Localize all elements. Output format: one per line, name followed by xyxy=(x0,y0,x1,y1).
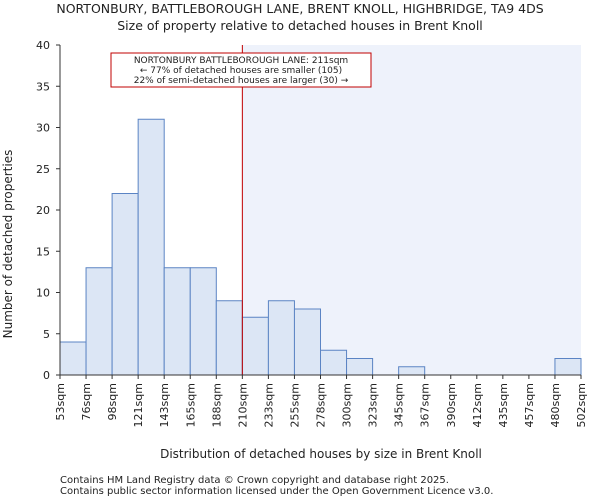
y-tick-label: 5 xyxy=(43,328,50,341)
x-tick-label: 233sqm xyxy=(262,383,275,427)
x-tick-label: 323sqm xyxy=(367,383,380,427)
bar-345sqm xyxy=(398,366,426,376)
footer-line-2: Contains public sector information licen… xyxy=(60,486,493,497)
x-tick-label: 165sqm xyxy=(184,383,197,427)
x-tick-label: 412sqm xyxy=(471,383,484,427)
annotation-smaller: ← 77% of detached houses are smaller (10… xyxy=(140,66,342,76)
bar-300sqm xyxy=(346,358,374,376)
x-tick-label: 480sqm xyxy=(549,383,562,427)
y-tick-label: 25 xyxy=(36,163,50,176)
x-tick-label: 435sqm xyxy=(497,383,510,427)
x-tick-label: 98sqm xyxy=(106,383,119,420)
bar-143sqm xyxy=(163,267,191,376)
bar-98sqm xyxy=(111,193,139,376)
x-tick-label: 76sqm xyxy=(80,383,93,420)
bar-278sqm xyxy=(320,349,348,376)
bar-121sqm xyxy=(137,118,165,376)
bar-188sqm xyxy=(215,300,243,376)
annotation-rect xyxy=(110,52,372,88)
y-tick-label: 10 xyxy=(36,287,50,300)
x-tick-label: 502sqm xyxy=(575,383,588,427)
y-tick-label: 30 xyxy=(36,122,50,135)
bar-76sqm xyxy=(85,267,113,376)
x-tick-label: 278sqm xyxy=(315,383,328,427)
x-axis-label: Distribution of detached houses by size … xyxy=(160,447,482,461)
y-tick-label: 40 xyxy=(36,39,50,52)
bar-53sqm xyxy=(59,341,87,376)
bar-480sqm xyxy=(554,358,582,376)
bar-210sqm xyxy=(241,316,269,376)
bar-255sqm xyxy=(293,308,322,376)
x-tick-label: 367sqm xyxy=(419,383,432,427)
x-tick-label: 345sqm xyxy=(393,383,406,427)
chart-subtitle: Size of property relative to detached ho… xyxy=(117,18,483,33)
x-tick-label: 457sqm xyxy=(523,383,536,427)
annotation-title: NORTONBURY BATTLEBOROUGH LANE: 211sqm xyxy=(134,56,348,66)
y-tick-label: 15 xyxy=(36,245,50,258)
x-tick-label: 210sqm xyxy=(236,383,249,427)
annotation-larger: 22% of semi-detached houses are larger (… xyxy=(134,76,349,86)
x-tick-label: 53sqm xyxy=(54,383,67,420)
chart-title: NORTONBURY, BATTLEBOROUGH LANE, BRENT KN… xyxy=(56,1,543,16)
x-tick-label: 143sqm xyxy=(158,383,171,427)
y-tick-label: 35 xyxy=(36,80,50,93)
bar-165sqm xyxy=(189,267,217,376)
x-tick-label: 300sqm xyxy=(341,383,354,427)
x-tick-label: 390sqm xyxy=(445,383,458,427)
footer-line-1: Contains HM Land Registry data © Crown c… xyxy=(60,475,449,486)
y-tick-label: 0 xyxy=(43,369,50,382)
y-tick-label: 20 xyxy=(36,204,50,217)
y-axis-label: Number of detached properties xyxy=(1,150,15,339)
bar-233sqm xyxy=(267,300,295,376)
x-tick-label: 188sqm xyxy=(210,383,223,427)
x-tick-label: 255sqm xyxy=(288,383,301,427)
annotation-box: NORTONBURY BATTLEBOROUGH LANE: 211sqm ← … xyxy=(110,52,372,88)
x-tick-label: 121sqm xyxy=(132,383,145,427)
